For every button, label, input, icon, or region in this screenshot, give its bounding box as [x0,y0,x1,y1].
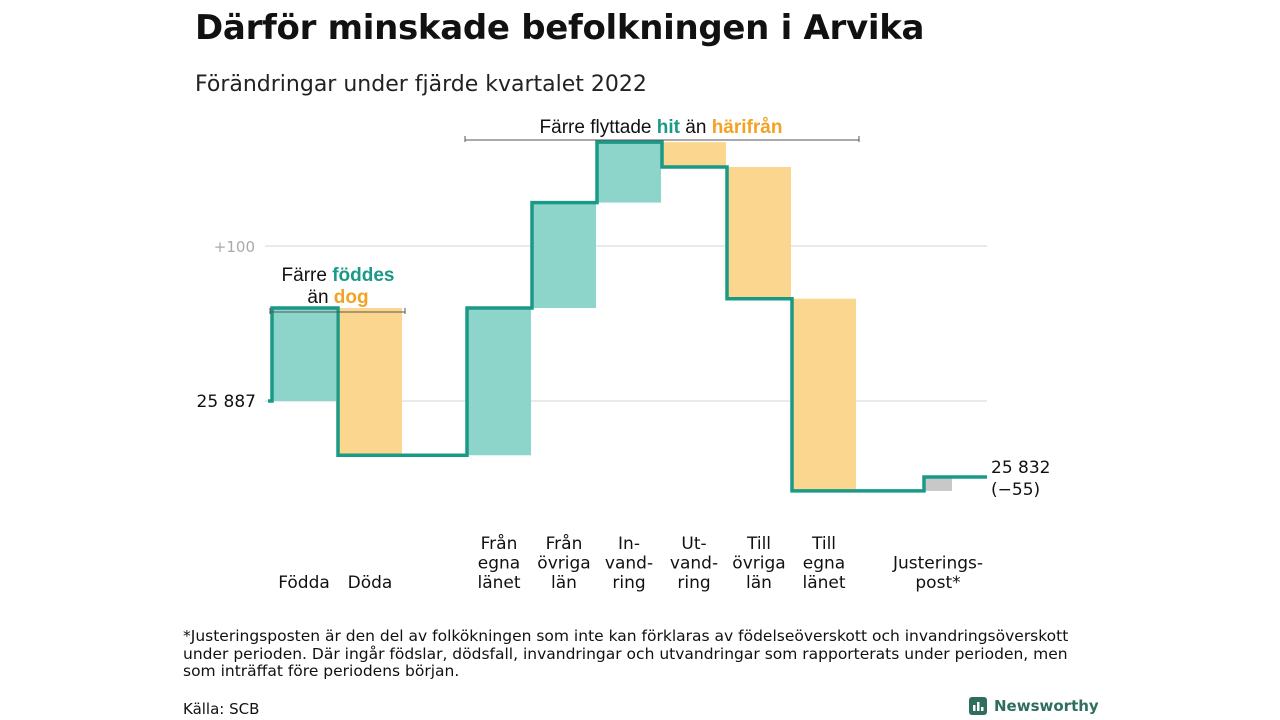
category-label-7-1: Till [746,534,771,554]
annotation-migration-pre: Färre flyttade [540,117,657,138]
bar-5 [597,142,661,203]
category-label-8-3: länet [802,573,845,593]
category-label-5-1: In- [618,534,640,554]
start-value-label: 25 887 [197,392,256,412]
category-label-4-2: övriga [537,554,590,574]
category-label-6-1: Ut- [681,534,706,554]
category-label-1-1: Födda [278,573,330,593]
category-label-7-3: län [746,573,772,593]
annotation-natural-hl2: dog [334,287,369,308]
category-label-3-2: egna [478,554,520,574]
svg-text:än dog: än dog [307,287,368,308]
category-label-6-2: vand- [670,554,718,574]
annotation-natural-pre2: än [307,287,333,308]
category-label-7-2: övriga [732,554,785,574]
footnote: *Justeringsposten är den del av folkökni… [183,627,1069,680]
category-label-3-1: Från [481,533,518,554]
bar-1 [272,308,336,401]
annotation-natural-hl1: föddes [332,265,394,286]
line-layer [268,140,987,493]
category-label-4-3: län [551,573,577,593]
brand-name: Newsworthy [994,697,1099,715]
annotation-migration-hl2: härifrån [712,117,783,138]
category-label-5-2: vand- [605,554,653,574]
page-subtitle: Förändringar under fjärde kvartalet 2022 [195,72,647,97]
bar-4 [532,202,596,308]
annotation-natural-pre1: Färre [282,265,333,286]
category-label-9-1: Justerings- [892,554,983,574]
category-label-2-1: Döda [348,573,393,593]
annotation-migration-mid: än [680,117,712,138]
category-label-8-2: egna [803,554,845,574]
svg-text:Färre föddes: Färre föddes [282,265,395,286]
bar-8 [792,298,856,491]
bar-7 [727,166,791,299]
step-line [268,140,987,493]
annotation-migration-bracket [464,136,860,142]
annotation-natural: Färre föddes än dog [269,265,406,314]
category-label-5-3: ring [612,573,645,593]
reference-label: +100 [214,238,255,256]
category-label-3-3: länet [477,573,520,593]
page-title: Därför minskade befolkningen i Arvika [195,8,925,48]
svg-text:Färre flyttade hit än härifrån: Färre flyttade hit än härifrån [540,117,783,138]
end-change-label: (−55) [991,480,1040,500]
bars-layer [272,142,952,491]
newsworthy-icon [969,697,987,715]
source-label: Källa: SCB [183,700,260,718]
annotation-natural-bracket [269,308,406,314]
category-label-6-3: ring [677,573,710,593]
bar-6 [662,142,726,167]
end-value-label: 25 832 [991,458,1050,478]
annotation-migration-hl1: hit [657,117,681,138]
bar-9 [924,476,952,491]
annotation-migration: Färre flyttade hit än härifrån [464,117,860,142]
bar-2 [338,308,402,456]
category-label-4-1: Från [546,533,583,554]
brand-logo: Newsworthy [968,696,1099,716]
category-label-8-1: Till [811,534,836,554]
category-label-9-2: post* [915,573,960,593]
bar-3 [467,308,531,456]
